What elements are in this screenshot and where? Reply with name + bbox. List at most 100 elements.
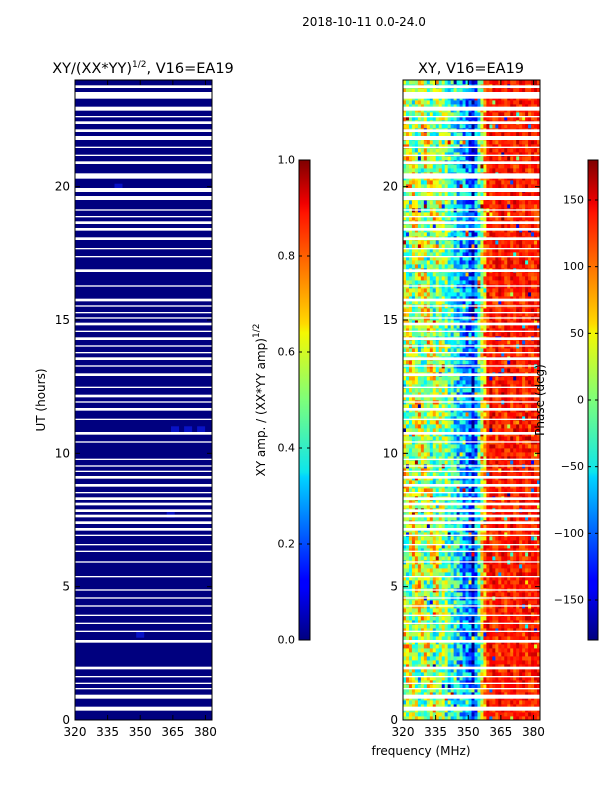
phase-heatmap-cell: [537, 500, 540, 505]
phase-heatmap-cell: [432, 712, 437, 717]
phase-heatmap-cell: [423, 608, 428, 613]
phase-heatmap-cell: [417, 352, 422, 357]
phase-heatmap-cell: [405, 608, 410, 613]
phase-heatmap-cell: [453, 556, 458, 561]
phase-heatmap-cell: [483, 424, 487, 429]
phase-heatmap-cell: [468, 676, 472, 681]
phase-heatmap-cell: [522, 468, 526, 473]
phase-heatmap-cell: [408, 616, 413, 621]
phase-heatmap-cell: [471, 348, 475, 353]
phase-heatmap-cell: [403, 436, 407, 441]
phase-heatmap-cell: [507, 500, 511, 505]
phase-heatmap-cell: [459, 704, 463, 709]
phase-heatmap-cell: [522, 660, 526, 665]
phase-heatmap-cell: [507, 584, 511, 589]
phase-heatmap-cell: [504, 616, 508, 621]
phase-heatmap-cell: [441, 312, 446, 317]
phase-heatmap-cell: [516, 380, 520, 385]
phase-heatmap-cell: [441, 296, 446, 301]
phase-heatmap-cell: [426, 672, 431, 677]
phase-heatmap-cell: [417, 620, 422, 625]
phase-heatmap-cell: [459, 580, 463, 585]
phase-heatmap-cell: [408, 644, 413, 649]
phase-heatmap-cell: [531, 564, 535, 569]
phase-heatmap-cell: [531, 328, 535, 333]
phase-heatmap-cell: [477, 592, 481, 597]
phase-heatmap-cell: [528, 664, 532, 669]
phase-heatmap-cell: [420, 472, 425, 477]
phase-heatmap-cell: [483, 552, 487, 557]
phase-heatmap-cell: [444, 536, 449, 541]
phase-heatmap-cell: [474, 600, 478, 605]
phase-heatmap-cell: [465, 392, 469, 397]
phase-heatmap-cell: [414, 572, 419, 577]
phase-heatmap-cell: [513, 420, 517, 425]
phase-heatmap-cell: [483, 628, 487, 633]
phase-heatmap-cell: [480, 648, 484, 653]
phase-heatmap-cell: [417, 500, 422, 505]
phase-heatmap-cell: [489, 472, 493, 477]
phase-heatmap-cell: [495, 684, 499, 689]
phase-heatmap-cell: [489, 600, 493, 605]
phase-heatmap-cell: [450, 500, 455, 505]
phase-heatmap-cell: [447, 624, 452, 629]
amp-xtick-label: 335: [96, 725, 119, 739]
phase-heatmap-cell: [531, 540, 535, 545]
phase-heatmap-cell: [504, 580, 508, 585]
phase-heatmap-cell: [528, 348, 532, 353]
phase-heatmap-cell: [423, 612, 428, 617]
phase-heatmap-cell: [522, 340, 526, 345]
phase-heatmap-cell: [492, 628, 496, 633]
phase-heatmap-cell: [456, 396, 460, 401]
phase-heatmap-cell: [531, 552, 535, 557]
phase-heatmap-cell: [444, 420, 449, 425]
phase-heatmap-cell: [486, 572, 490, 577]
phase-heatmap-cell: [537, 660, 540, 665]
phase-heatmap-cell: [403, 580, 407, 585]
phase-heatmap-cell: [489, 676, 493, 681]
amp-heatmap-blob: [197, 426, 206, 433]
phase-heatmap-cell: [516, 644, 520, 649]
phase-heatmap-cell: [447, 380, 452, 385]
phase-heatmap-cell: [408, 500, 413, 505]
phase-heatmap-cell: [486, 492, 490, 497]
phase-heatmap-cell: [492, 296, 496, 301]
phase-heatmap-cell: [447, 544, 452, 549]
phase-heatmap-cell: [501, 584, 505, 589]
phase-heatmap-cell: [522, 404, 526, 409]
phase-heatmap-cell: [477, 552, 481, 557]
phase-heatmap-cell: [495, 368, 499, 373]
phase-heatmap-cell: [405, 568, 410, 573]
phase-heatmap-cell: [417, 648, 422, 653]
phase-heatmap-cell: [492, 340, 496, 345]
phase-heatmap-cell: [483, 512, 487, 517]
phase-heatmap-cell: [456, 512, 460, 517]
phase-heatmap-cell: [417, 536, 422, 541]
phase-heatmap-cell: [408, 332, 413, 337]
phase-heatmap-cell: [462, 504, 466, 509]
phase-heatmap-cell: [435, 340, 440, 345]
phase-heatmap-cell: [474, 428, 478, 433]
phase-heatmap-cell: [426, 424, 431, 429]
phase-heatmap-cell: [519, 592, 523, 597]
phase-heatmap-cell: [474, 328, 478, 333]
phase-heatmap-cell: [531, 388, 535, 393]
phase-heatmap-cell: [474, 712, 478, 717]
phase-heatmap-cell: [447, 668, 452, 673]
phase-heatmap-cell: [432, 480, 437, 485]
phase-heatmap-cell: [531, 324, 535, 329]
phase-heatmap-cell: [403, 680, 407, 685]
phase-heatmap-cell: [519, 580, 523, 585]
phase-heatmap-cell: [459, 656, 463, 661]
phase-heatmap-cell: [492, 488, 496, 493]
phase-heatmap-cell: [519, 572, 523, 577]
phase-heatmap-cell: [444, 416, 449, 421]
phase-heatmap-cell: [453, 416, 458, 421]
phase-heatmap-cell: [453, 332, 458, 337]
phase-heatmap-cell: [537, 532, 540, 537]
phase-heatmap-cell: [405, 352, 410, 357]
amp-ytick-label: 15: [55, 313, 70, 327]
phase-heatmap-cell: [405, 512, 410, 517]
phase-heatmap-cell: [411, 512, 416, 517]
phase-heatmap-cell: [495, 404, 499, 409]
